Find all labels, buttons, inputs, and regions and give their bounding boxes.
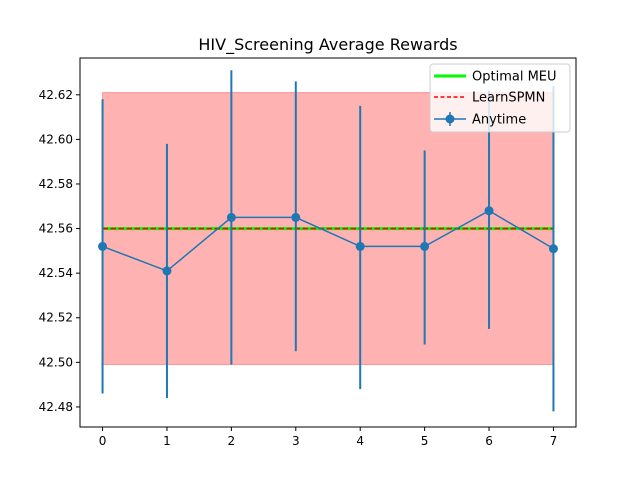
legend-label: Optimal MEU	[472, 70, 557, 85]
y-tick-label: 42.58	[39, 177, 73, 191]
legend-label: Anytime	[472, 113, 526, 128]
y-tick-label: 42.50	[39, 355, 73, 369]
data-point	[420, 241, 430, 251]
x-tick-label: 6	[485, 434, 493, 448]
axes: 0 1 2 3 4 5 6 7 42.48 42.50 42.52 42.54 42.56 42.58 42…	[39, 57, 577, 448]
axes-frame	[79, 57, 577, 428]
data-point	[548, 244, 558, 254]
x-tick-label: 7	[550, 434, 558, 448]
y-tick-label: 42.52	[39, 311, 73, 325]
x-tick-label: 5	[421, 434, 429, 448]
data-point	[355, 241, 365, 251]
x-tick-label: 2	[228, 434, 236, 448]
series-line-anytime	[102, 209, 554, 272]
x-tick-label: 0	[99, 434, 107, 448]
y-tick-label: 42.62	[39, 88, 73, 102]
data-point	[226, 212, 236, 222]
legend-label: LearnSPMN	[472, 91, 545, 106]
x-tick-label: 1	[163, 434, 171, 448]
legend-swatch-anytime-marker	[445, 114, 455, 124]
x-tick-label: 4	[356, 434, 364, 448]
x-tick-label: 3	[292, 434, 300, 448]
data-point	[291, 212, 301, 222]
data-point	[484, 206, 494, 216]
data-point	[98, 241, 108, 251]
y-tick-label: 42.48	[39, 400, 73, 414]
plot-area	[98, 70, 558, 412]
chart-title: HIV_Screening Average Rewards	[198, 35, 457, 55]
legend: Optimal MEU LearnSPMN Anytime	[429, 63, 571, 133]
data-point	[162, 266, 172, 276]
y-tick-label: 42.60	[39, 132, 73, 146]
y-tick-label: 42.56	[39, 222, 73, 236]
y-tick-label: 42.54	[39, 266, 73, 280]
legend-box	[429, 63, 571, 133]
